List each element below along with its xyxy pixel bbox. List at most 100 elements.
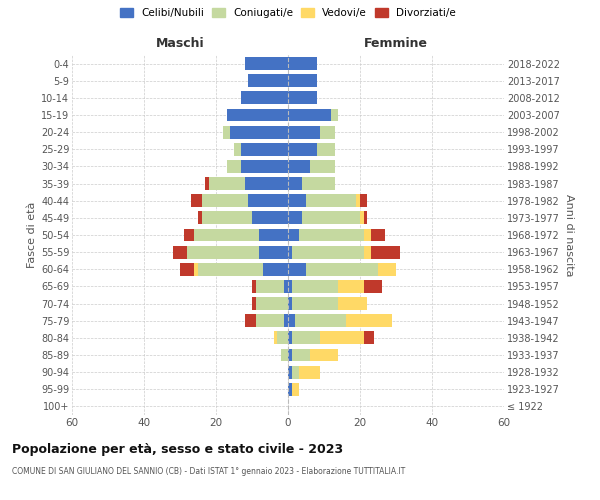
Bar [252,280,256,293]
Bar [302,177,335,190]
Bar [184,228,194,241]
Bar [288,108,331,122]
Bar [371,246,400,258]
Bar [378,263,396,276]
Bar [263,263,288,276]
Bar [248,74,288,87]
Text: Maschi: Maschi [155,37,205,50]
Bar [256,314,284,327]
Bar [306,263,378,276]
Bar [223,126,230,138]
Bar [288,143,317,156]
Bar [198,263,263,276]
Bar [227,108,288,122]
Bar [346,314,392,327]
Bar [292,297,338,310]
Bar [209,177,245,190]
Bar [202,212,252,224]
Bar [288,228,299,241]
Bar [252,212,288,224]
Bar [302,212,360,224]
Bar [205,177,209,190]
Bar [284,314,288,327]
Bar [256,280,284,293]
Bar [364,332,374,344]
Bar [288,280,292,293]
Bar [288,194,306,207]
Bar [277,332,288,344]
Text: Popolazione per età, sesso e stato civile - 2023: Popolazione per età, sesso e stato civil… [12,442,343,456]
Bar [288,383,292,396]
Bar [338,280,364,293]
Bar [364,280,382,293]
Legend: Celibi/Nubili, Coniugati/e, Vedovi/e, Divorziati/e: Celibi/Nubili, Coniugati/e, Vedovi/e, Di… [117,4,459,21]
Bar [364,212,367,224]
Bar [180,263,194,276]
Bar [288,57,317,70]
Bar [288,314,295,327]
Bar [331,108,338,122]
Bar [299,228,364,241]
Bar [292,348,310,362]
Bar [299,366,320,378]
Bar [274,332,277,344]
Bar [292,366,299,378]
Bar [338,297,367,310]
Bar [256,297,288,310]
Bar [288,177,302,190]
Bar [173,246,187,258]
Bar [360,194,367,207]
Bar [288,92,317,104]
Bar [356,194,360,207]
Bar [194,228,259,241]
Bar [187,246,259,258]
Bar [306,194,356,207]
Y-axis label: Fasce di età: Fasce di età [26,202,37,268]
Bar [288,212,302,224]
Bar [288,160,310,173]
Text: COMUNE DI SAN GIULIANO DEL SANNIO (CB) - Dati ISTAT 1° gennaio 2023 - Elaborazio: COMUNE DI SAN GIULIANO DEL SANNIO (CB) -… [12,468,405,476]
Bar [292,332,320,344]
Bar [292,383,299,396]
Bar [245,314,256,327]
Bar [241,160,288,173]
Bar [292,280,338,293]
Bar [252,297,256,310]
Bar [288,246,292,258]
Bar [288,366,292,378]
Bar [241,143,288,156]
Bar [230,126,288,138]
Bar [364,246,371,258]
Bar [292,246,364,258]
Bar [248,194,288,207]
Bar [288,348,292,362]
Text: Femmine: Femmine [364,37,428,50]
Bar [259,246,288,258]
Bar [284,280,288,293]
Bar [295,314,346,327]
Bar [360,212,364,224]
Bar [202,194,248,207]
Bar [317,143,335,156]
Bar [281,348,288,362]
Bar [245,177,288,190]
Bar [234,143,241,156]
Bar [245,57,288,70]
Bar [288,74,317,87]
Bar [288,263,306,276]
Y-axis label: Anni di nascita: Anni di nascita [564,194,574,276]
Bar [364,228,371,241]
Bar [191,194,202,207]
Bar [259,228,288,241]
Bar [288,126,320,138]
Bar [310,348,338,362]
Bar [371,228,385,241]
Bar [310,160,335,173]
Bar [241,92,288,104]
Bar [227,160,241,173]
Bar [320,126,335,138]
Bar [288,332,292,344]
Bar [194,263,198,276]
Bar [198,212,202,224]
Bar [320,332,364,344]
